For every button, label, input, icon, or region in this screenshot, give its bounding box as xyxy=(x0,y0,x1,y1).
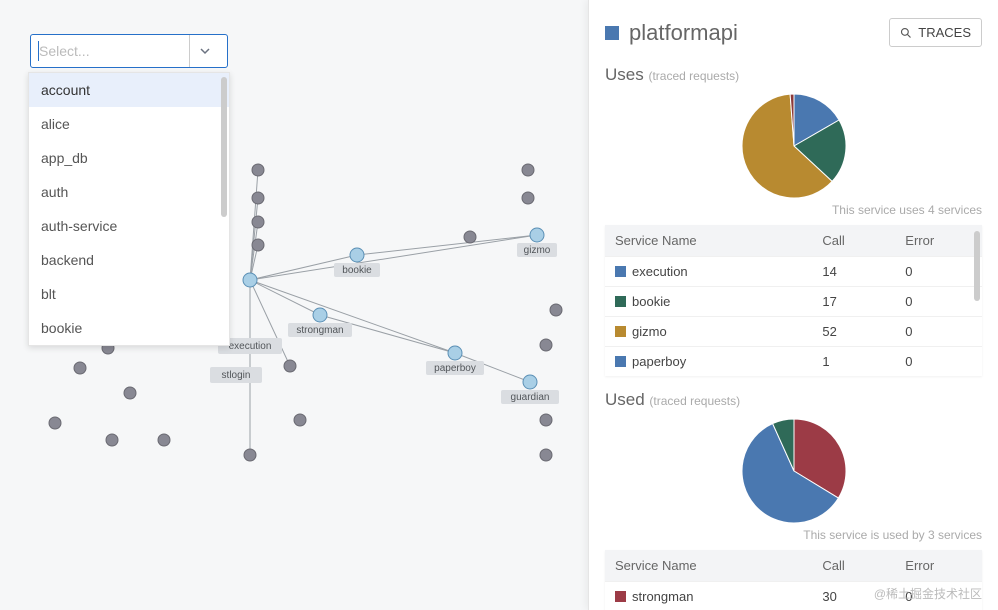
graph-node[interactable] xyxy=(530,228,544,242)
svg-text:stlogin: stlogin xyxy=(222,370,251,381)
col-service-name: Service Name xyxy=(605,550,812,582)
graph-node[interactable] xyxy=(243,273,257,287)
graph-node[interactable] xyxy=(252,216,264,228)
graph-node[interactable] xyxy=(252,192,264,204)
used-pie-chart xyxy=(739,416,849,526)
watermark: @稀土掘金技术社区 xyxy=(874,585,982,602)
graph-node[interactable] xyxy=(158,434,170,446)
uses-table: Service NameCallErrorexecution140bookie1… xyxy=(605,225,982,376)
dropdown-option-blt[interactable]: blt xyxy=(29,277,229,311)
graph-node[interactable] xyxy=(124,387,136,399)
svg-text:bookie: bookie xyxy=(342,265,372,276)
graph-node[interactable] xyxy=(522,192,534,204)
uses-pie-chart xyxy=(739,91,849,201)
table-row[interactable]: execution140 xyxy=(605,257,982,287)
traces-button[interactable]: TRACES xyxy=(889,18,982,47)
dropdown-option-account[interactable]: account xyxy=(29,73,229,107)
graph-node[interactable] xyxy=(284,360,296,372)
dropdown-option-backend[interactable]: backend xyxy=(29,243,229,277)
graph-node[interactable] xyxy=(540,339,552,351)
row-swatch xyxy=(615,266,626,277)
row-swatch xyxy=(615,356,626,367)
graph-node[interactable] xyxy=(522,164,534,176)
svg-text:paperboy: paperboy xyxy=(434,363,476,374)
graph-node[interactable] xyxy=(448,346,462,360)
used-caption: This service is used by 3 services xyxy=(605,528,982,542)
graph-node[interactable] xyxy=(294,414,306,426)
table-row[interactable]: paperboy10 xyxy=(605,347,982,377)
graph-node[interactable] xyxy=(252,239,264,251)
service-color-swatch xyxy=(605,26,619,40)
used-heading: Used (traced requests) xyxy=(605,390,982,410)
traces-button-label: TRACES xyxy=(918,25,971,40)
graph-node[interactable] xyxy=(523,375,537,389)
panel-title: platformapi xyxy=(629,20,738,46)
dropdown-option-auth[interactable]: auth xyxy=(29,175,229,209)
graph-node[interactable] xyxy=(244,449,256,461)
row-swatch xyxy=(615,591,626,602)
search-icon xyxy=(900,27,912,39)
service-select[interactable]: Select... xyxy=(30,34,228,68)
dropdown-option-alice[interactable]: alice xyxy=(29,107,229,141)
svg-text:guardian: guardian xyxy=(511,392,550,403)
col-error: Error xyxy=(895,550,982,582)
chevron-down-icon[interactable] xyxy=(189,35,219,67)
svg-text:execution: execution xyxy=(229,341,272,352)
dependency-graph-canvas[interactable]: bookie strongman paperboy guardian gizmo exec… xyxy=(0,0,588,610)
graph-node[interactable] xyxy=(74,362,86,374)
service-dropdown[interactable]: accountaliceapp_dbauthauth-servicebacken… xyxy=(28,72,230,346)
dropdown-scrollbar[interactable] xyxy=(221,77,227,217)
col-service-name: Service Name xyxy=(605,225,812,257)
col-call: Call xyxy=(812,550,895,582)
dropdown-option-bookie[interactable]: bookie xyxy=(29,311,229,345)
panel-header: platformapi TRACES xyxy=(605,18,982,47)
row-swatch xyxy=(615,296,626,307)
graph-node[interactable] xyxy=(540,414,552,426)
graph-node[interactable] xyxy=(252,164,264,176)
graph-node[interactable] xyxy=(464,231,476,243)
graph-node[interactable] xyxy=(106,434,118,446)
graph-node[interactable] xyxy=(540,449,552,461)
select-placeholder: Select... xyxy=(39,43,189,59)
col-error: Error xyxy=(895,225,982,257)
row-swatch xyxy=(615,326,626,337)
graph-node[interactable] xyxy=(550,304,562,316)
graph-node[interactable] xyxy=(49,417,61,429)
uses-heading: Uses (traced requests) xyxy=(605,65,982,85)
dropdown-option-auth-service[interactable]: auth-service xyxy=(29,209,229,243)
service-detail-panel: platformapi TRACES Uses (traced requests… xyxy=(588,0,998,610)
col-call: Call xyxy=(812,225,895,257)
graph-node[interactable] xyxy=(350,248,364,262)
graph-node[interactable] xyxy=(313,308,327,322)
text-caret xyxy=(38,41,39,61)
svg-text:gizmo: gizmo xyxy=(524,245,551,256)
table-row[interactable]: bookie170 xyxy=(605,287,982,317)
svg-text:strongman: strongman xyxy=(296,325,343,336)
uses-caption: This service uses 4 services xyxy=(605,203,982,217)
table-row[interactable]: gizmo520 xyxy=(605,317,982,347)
dropdown-option-app_db[interactable]: app_db xyxy=(29,141,229,175)
